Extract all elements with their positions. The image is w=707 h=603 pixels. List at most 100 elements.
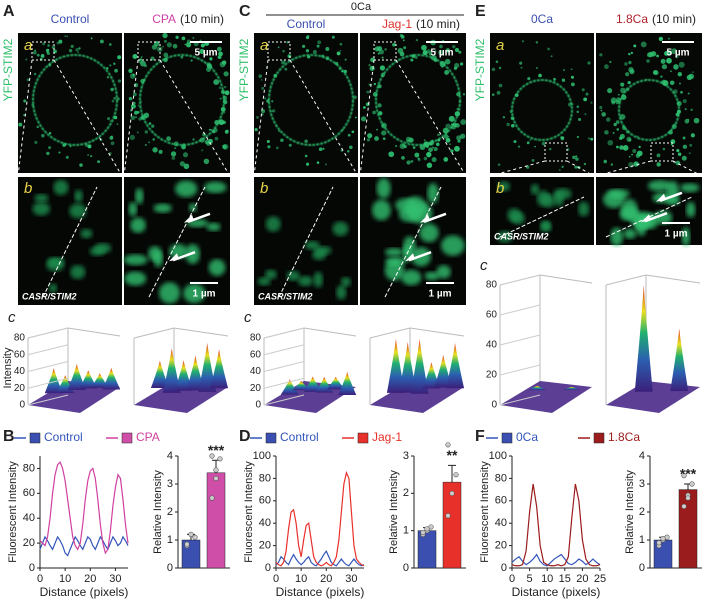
puncta bbox=[183, 283, 206, 304]
er-puncta bbox=[163, 39, 167, 43]
x-tick-label: 30 bbox=[345, 573, 357, 585]
panel-label: B bbox=[3, 428, 15, 445]
er-puncta bbox=[108, 43, 112, 46]
er-puncta bbox=[553, 77, 556, 81]
er-puncta bbox=[305, 49, 310, 53]
puncta bbox=[74, 189, 83, 203]
er-puncta bbox=[271, 100, 274, 103]
surface-peak bbox=[303, 376, 322, 392]
er-puncta bbox=[288, 143, 292, 147]
er-puncta bbox=[163, 57, 168, 63]
y-tick-label: 3 bbox=[167, 478, 173, 490]
micrograph-zoom: 1 µm bbox=[123, 177, 230, 305]
er-puncta bbox=[450, 149, 454, 153]
er-puncta bbox=[152, 138, 155, 141]
er-puncta bbox=[223, 99, 228, 105]
surface-tick: 40 bbox=[486, 340, 498, 351]
surface-tick: 60 bbox=[14, 349, 26, 360]
data-point bbox=[424, 526, 430, 532]
image-bg bbox=[490, 33, 594, 173]
er-puncta bbox=[64, 35, 67, 37]
puncta bbox=[204, 181, 227, 194]
er-puncta bbox=[624, 62, 628, 66]
er-puncta bbox=[66, 35, 69, 38]
micrograph: a bbox=[17, 33, 123, 177]
line-scan bbox=[384, 186, 442, 298]
er-puncta bbox=[144, 130, 148, 134]
er-puncta bbox=[278, 130, 280, 132]
er-puncta bbox=[46, 151, 50, 156]
er-puncta bbox=[133, 101, 136, 105]
puncta bbox=[654, 210, 673, 225]
micrograph-zoom: 1 µm bbox=[596, 177, 702, 247]
er-puncta bbox=[459, 62, 464, 66]
er-puncta bbox=[633, 161, 639, 167]
surface-peak bbox=[174, 360, 193, 391]
x-tick-label: 0 bbox=[509, 573, 515, 585]
er-puncta bbox=[275, 125, 278, 128]
er-puncta bbox=[660, 75, 663, 78]
micrograph-zoom: b CASR/STIM2 bbox=[18, 177, 122, 305]
er-puncta bbox=[687, 92, 690, 95]
puncta bbox=[286, 270, 300, 281]
er-puncta bbox=[192, 138, 195, 141]
er-puncta bbox=[459, 100, 461, 103]
zoom-line bbox=[53, 59, 123, 177]
er-puncta bbox=[223, 85, 227, 89]
er-puncta bbox=[612, 131, 615, 134]
er-puncta bbox=[671, 48, 677, 55]
er-puncta bbox=[628, 52, 631, 56]
legend-swatch bbox=[593, 432, 605, 444]
er-puncta bbox=[549, 147, 552, 151]
er-puncta bbox=[576, 105, 580, 109]
er-puncta bbox=[110, 141, 115, 146]
er-puncta bbox=[183, 163, 190, 170]
er-puncta bbox=[382, 137, 386, 140]
puncta bbox=[206, 222, 221, 232]
er-puncta bbox=[221, 89, 225, 94]
surface-plot bbox=[133, 327, 229, 413]
er-puncta bbox=[117, 55, 122, 60]
er-puncta bbox=[610, 163, 613, 166]
surface-peak bbox=[210, 349, 229, 389]
er-puncta bbox=[366, 90, 370, 94]
er-puncta bbox=[172, 43, 178, 49]
er-puncta bbox=[90, 155, 93, 158]
nucleus bbox=[511, 79, 573, 141]
er-puncta bbox=[347, 133, 351, 137]
er-puncta bbox=[179, 161, 185, 167]
condition: CPA bbox=[152, 12, 176, 26]
er-puncta bbox=[520, 66, 523, 69]
puncta bbox=[313, 271, 323, 288]
surface-tick: 0 bbox=[491, 400, 497, 411]
panel-label: E bbox=[475, 3, 486, 20]
scale-label: 1 µm bbox=[665, 229, 688, 240]
er-puncta bbox=[426, 49, 432, 54]
er-puncta bbox=[41, 133, 45, 138]
surface-floor bbox=[370, 381, 464, 413]
er-puncta bbox=[388, 151, 395, 158]
er-puncta bbox=[256, 116, 259, 119]
y-tick-label: 2 bbox=[167, 506, 173, 518]
er-puncta bbox=[491, 67, 496, 72]
er-puncta bbox=[628, 155, 631, 158]
er-puncta bbox=[553, 80, 556, 82]
er-puncta bbox=[584, 113, 587, 116]
puncta bbox=[265, 216, 281, 232]
er-puncta bbox=[132, 54, 138, 59]
er-puncta bbox=[628, 138, 632, 142]
surface-tick: 20 bbox=[486, 370, 498, 381]
er-puncta bbox=[284, 67, 288, 71]
line-scan bbox=[605, 196, 693, 238]
er-puncta bbox=[687, 118, 690, 121]
er-puncta bbox=[148, 122, 152, 126]
scale-label: 5 µm bbox=[431, 48, 454, 59]
surface-peak bbox=[292, 380, 311, 391]
surface-peak bbox=[186, 355, 205, 391]
er-puncta bbox=[141, 114, 147, 120]
er-puncta bbox=[203, 158, 210, 165]
arrow-head bbox=[641, 214, 651, 223]
stain-label: YFP-STIM2 bbox=[473, 38, 487, 101]
er-puncta bbox=[379, 65, 386, 71]
er-puncta bbox=[615, 120, 620, 124]
